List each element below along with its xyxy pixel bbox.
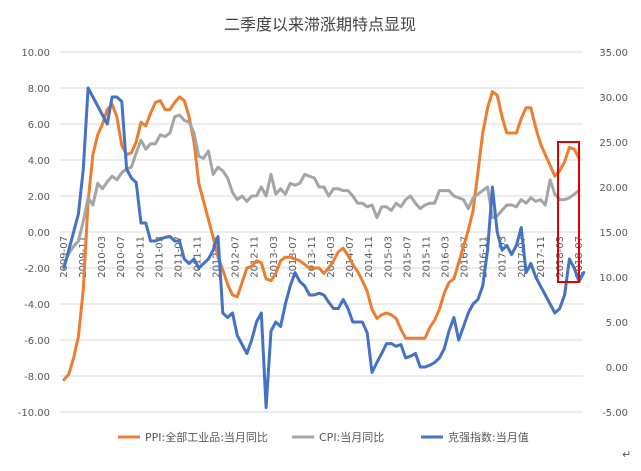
left-tick-label: 4.00 bbox=[28, 156, 50, 167]
x-tick-label: 2010-07 bbox=[116, 236, 127, 278]
right-tick-label: 15.00 bbox=[599, 228, 628, 239]
x-tick-label: 2015-11 bbox=[421, 236, 432, 278]
series-line-2 bbox=[62, 113, 581, 266]
right-tick-label: 20.00 bbox=[599, 183, 628, 194]
x-tick-label: 2009-07 bbox=[59, 236, 70, 278]
highlight-box bbox=[557, 141, 580, 283]
right-tick-label: 0.00 bbox=[606, 363, 628, 374]
left-tick-label: 0.00 bbox=[28, 228, 50, 239]
legend-label: 克强指数:当月值 bbox=[448, 430, 529, 444]
x-tick-label: 2017-03 bbox=[498, 236, 509, 278]
x-tick-label: 2013-11 bbox=[307, 236, 318, 278]
legend: PPI:全部工业品:当月同比 CPI:当月同比 克强指数:当月值 bbox=[118, 430, 529, 444]
right-axis-ticks: 35.00 30.00 25.00 20.00 15.00 10.00 5.00 0.00 -5… bbox=[599, 48, 628, 419]
left-tick-label: -8.00 bbox=[24, 372, 50, 383]
x-tick-label: 2017-07 bbox=[517, 236, 528, 278]
left-tick-label: -6.00 bbox=[24, 336, 50, 347]
legend-label: PPI:全部工业品:当月同比 bbox=[145, 430, 268, 444]
legend-label: CPI:当月同比 bbox=[319, 430, 384, 444]
x-tick-label: 2013-03 bbox=[269, 236, 280, 278]
left-tick-label: -4.00 bbox=[24, 300, 50, 311]
left-tick-label: -2.00 bbox=[24, 264, 50, 275]
left-tick-label: 8.00 bbox=[28, 84, 50, 95]
x-tick-label: 2009-11 bbox=[78, 236, 89, 278]
x-tick-label: 2010-11 bbox=[135, 236, 146, 278]
right-tick-label: 30.00 bbox=[599, 93, 628, 104]
x-tick-label: 2014-03 bbox=[326, 236, 337, 278]
left-axis-ticks: 10.00 8.00 6.00 4.00 2.00 0.00 -2.00 -4.00 -6.00… bbox=[18, 48, 50, 419]
x-tick-label: 2016-03 bbox=[440, 236, 451, 278]
series-line-1 bbox=[62, 90, 581, 382]
x-tick-label: 2017-11 bbox=[536, 236, 547, 278]
right-tick-label: -5.00 bbox=[602, 408, 628, 419]
x-tick-label: 2016-07 bbox=[460, 236, 471, 278]
grid-lines bbox=[60, 51, 583, 413]
x-tick-label: 2011-03 bbox=[154, 236, 165, 278]
x-tick-label: 2012-07 bbox=[231, 236, 242, 278]
x-tick-label: 2016-11 bbox=[479, 236, 490, 278]
x-tick-label: 2011-11 bbox=[193, 236, 204, 278]
right-tick-label: 25.00 bbox=[599, 138, 628, 149]
series-layer bbox=[62, 86, 586, 409]
x-tick-label: 2018-03 bbox=[555, 236, 566, 278]
left-tick-label: -10.00 bbox=[18, 408, 50, 419]
x-tick-label: 2014-11 bbox=[364, 236, 375, 278]
right-tick-label: 35.00 bbox=[599, 48, 628, 59]
left-tick-label: 2.00 bbox=[28, 192, 50, 203]
left-tick-label: 6.00 bbox=[28, 120, 50, 131]
left-tick-label: 10.00 bbox=[21, 48, 50, 59]
x-tick-label: 2012-11 bbox=[250, 236, 261, 278]
x-tick-label: 2011-07 bbox=[173, 236, 184, 278]
x-tick-label: 2014-07 bbox=[345, 236, 356, 278]
right-tick-label: 10.00 bbox=[599, 273, 628, 284]
x-tick-label: 2015-03 bbox=[383, 236, 394, 278]
x-tick-label: 2015-07 bbox=[402, 236, 413, 278]
chart-title: 二季度以来滞涨期特点显现 bbox=[224, 15, 416, 34]
series-line-3 bbox=[62, 86, 586, 409]
return-mark-icon: ↵ bbox=[622, 448, 632, 461]
x-tick-label: 2010-03 bbox=[97, 236, 108, 278]
right-tick-label: 5.00 bbox=[606, 318, 628, 329]
